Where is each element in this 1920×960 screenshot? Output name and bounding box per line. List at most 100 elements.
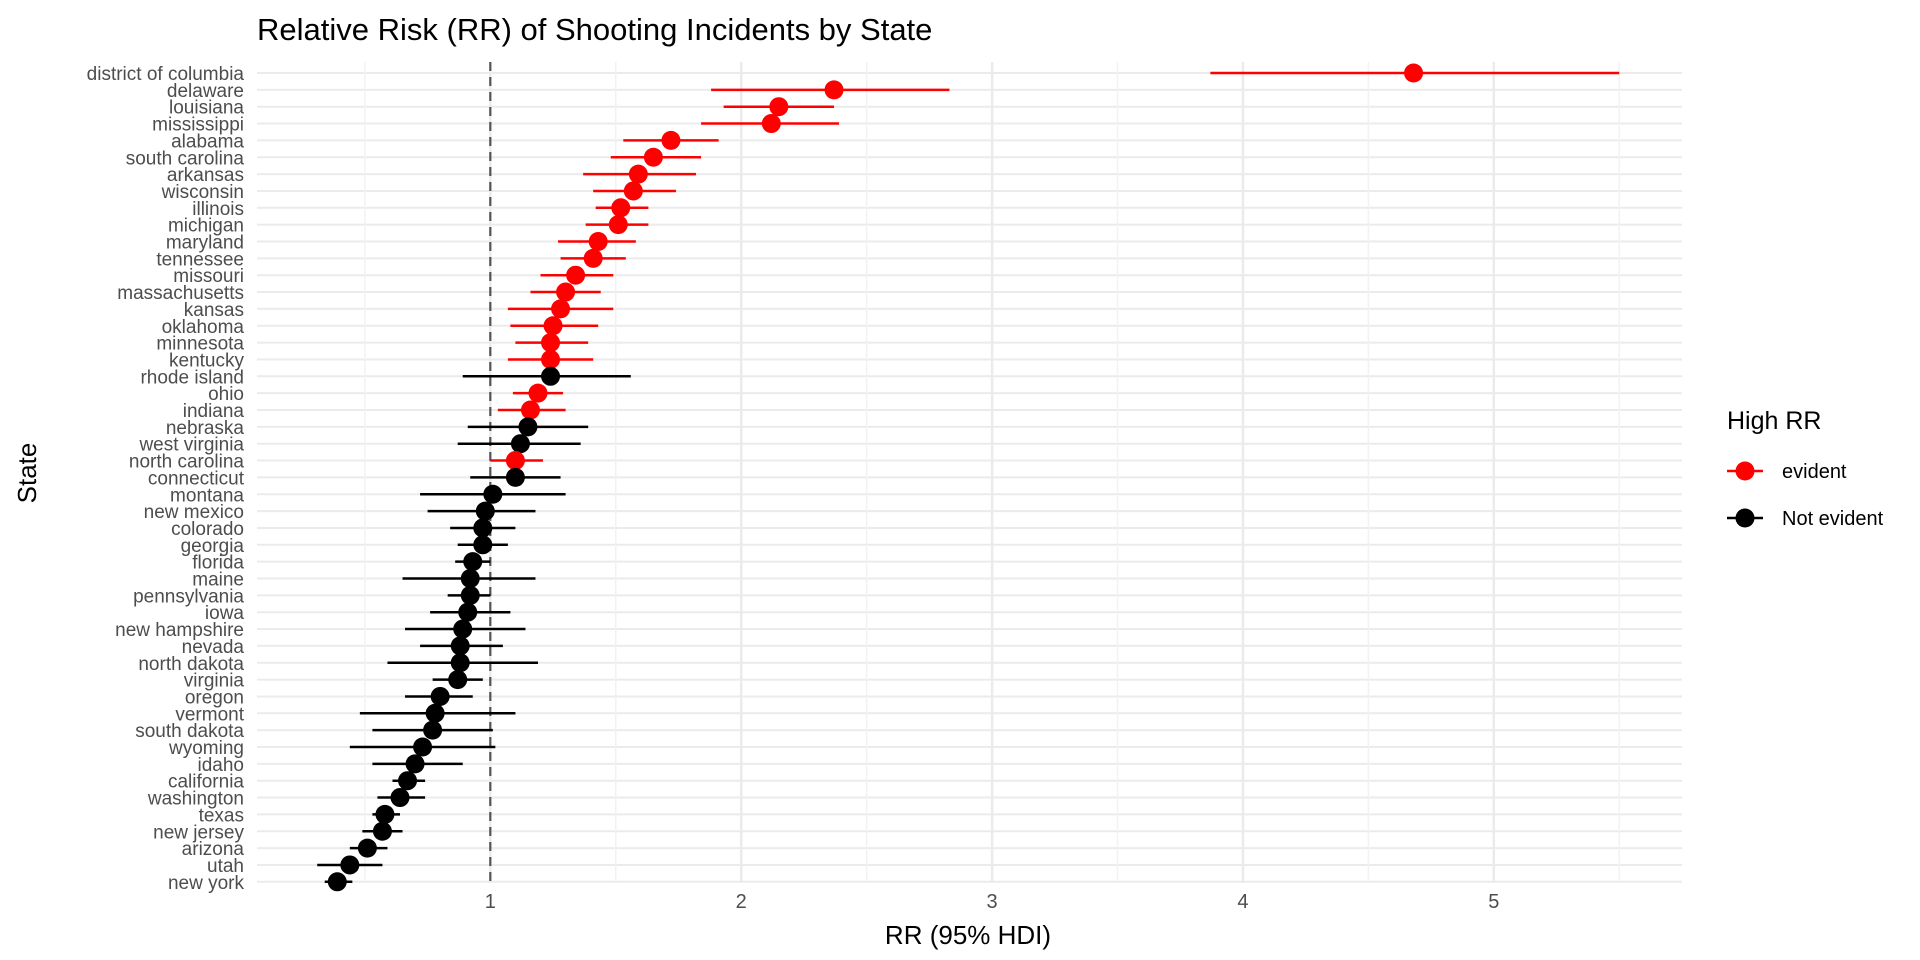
rr-point	[430, 686, 450, 706]
chart-title: Relative Risk (RR) of Shooting Incidents…	[257, 12, 932, 47]
legend-entries: evident Not evident	[1727, 461, 1884, 530]
state-tick-label: louisiana	[169, 98, 244, 119]
x-tick-label: 1	[485, 891, 496, 913]
state-tick-label: arkansas	[167, 165, 244, 186]
rr-point	[761, 114, 781, 134]
rr-point	[372, 821, 392, 841]
rr-point	[423, 720, 443, 740]
state-tick-label: new york	[168, 873, 245, 894]
state-tick-label: georgia	[181, 536, 245, 557]
rr-point	[611, 198, 631, 218]
rr-point	[1404, 63, 1424, 83]
rr-point	[643, 147, 663, 167]
rr-point	[460, 569, 480, 588]
state-tick-label: north dakota	[138, 654, 244, 675]
state-tick-label: district of columbia	[87, 64, 245, 85]
state-tick-label: new hampshire	[115, 620, 244, 641]
state-tick-label: kentucky	[169, 350, 244, 371]
rr-point	[398, 771, 418, 791]
state-tick-label: nevada	[182, 637, 245, 658]
point-layer	[327, 63, 1424, 892]
x-axis-title: RR (95% HDI)	[885, 920, 1051, 950]
rr-point	[541, 366, 561, 386]
legend-entry-label: Not evident	[1782, 508, 1884, 530]
legend-key-point	[1735, 508, 1755, 528]
state-tick-label: new jersey	[153, 822, 244, 843]
rr-point	[405, 754, 425, 774]
state-tick-label: virginia	[184, 671, 245, 692]
state-tick-label: massachusetts	[117, 283, 244, 304]
rr-point	[463, 552, 483, 572]
state-tick-label: colorado	[171, 519, 244, 540]
state-tick-label: texas	[199, 805, 244, 826]
state-tick-label: minnesota	[156, 334, 244, 355]
rr-point	[413, 737, 433, 757]
state-tick-label: idaho	[198, 755, 245, 776]
rr-point	[375, 804, 395, 824]
x-tick-label: 2	[736, 891, 747, 913]
legend-entry: evident	[1727, 461, 1847, 483]
state-label-layer: district of columbiadelawarelouisianamis…	[87, 64, 245, 894]
rr-point	[520, 400, 540, 420]
rr-point	[556, 282, 576, 302]
rr-point	[505, 451, 525, 471]
state-tick-label: rhode island	[140, 367, 244, 388]
state-tick-label: alabama	[171, 131, 244, 152]
state-tick-label: connecticut	[148, 468, 245, 489]
rr-point	[505, 467, 525, 487]
rr-point	[583, 248, 603, 268]
state-tick-label: utah	[207, 856, 244, 877]
rr-point	[518, 417, 538, 437]
state-tick-label: south dakota	[135, 721, 244, 742]
state-tick-label: tennessee	[156, 249, 244, 270]
rr-point	[327, 872, 347, 892]
state-tick-label: maryland	[166, 233, 244, 254]
rr-point	[543, 316, 563, 336]
rr-point	[528, 383, 548, 403]
state-tick-label: new mexico	[144, 502, 244, 523]
legend-entry-label: evident	[1782, 461, 1847, 483]
rr-point	[357, 838, 377, 858]
state-tick-label: vermont	[175, 704, 244, 725]
rr-point	[608, 215, 628, 235]
state-tick-label: montana	[170, 485, 244, 506]
rr-point	[450, 653, 470, 673]
x-tick-label: 5	[1488, 891, 1499, 913]
state-tick-label: florida	[192, 553, 244, 574]
rr-point	[473, 535, 493, 555]
rr-point	[460, 585, 480, 605]
rr-point	[450, 636, 470, 656]
state-tick-label: washington	[147, 789, 244, 810]
y-axis-title: State	[12, 443, 42, 504]
rr-point	[510, 434, 530, 454]
legend: High RR evident Not evident	[1727, 407, 1884, 530]
rr-point	[541, 349, 561, 369]
rr-point	[541, 333, 561, 353]
state-tick-label: north carolina	[129, 452, 245, 473]
state-tick-label: arizona	[182, 839, 245, 860]
state-tick-label: michigan	[168, 216, 244, 237]
state-tick-label: west virginia	[138, 435, 244, 456]
rr-point	[458, 602, 478, 622]
rr-point	[769, 97, 789, 117]
state-tick-label: mississippi	[152, 115, 244, 136]
rr-point	[340, 855, 360, 875]
rr-point	[425, 703, 445, 723]
state-tick-label: missouri	[173, 266, 244, 287]
legend-title: High RR	[1727, 407, 1821, 435]
state-tick-label: oregon	[185, 687, 244, 708]
state-tick-label: ohio	[208, 384, 244, 405]
state-tick-label: illinois	[192, 199, 244, 220]
rr-point	[390, 788, 410, 808]
x-tick-label: 3	[987, 891, 998, 913]
state-tick-label: wyoming	[168, 738, 244, 759]
state-tick-label: california	[168, 772, 244, 793]
rr-point	[588, 232, 608, 251]
rr-point	[661, 130, 681, 150]
state-tick-label: maine	[192, 570, 244, 591]
state-tick-label: kansas	[184, 300, 244, 321]
rr-point	[475, 501, 495, 521]
rr-point	[551, 299, 571, 319]
grid-layer	[257, 62, 1682, 883]
